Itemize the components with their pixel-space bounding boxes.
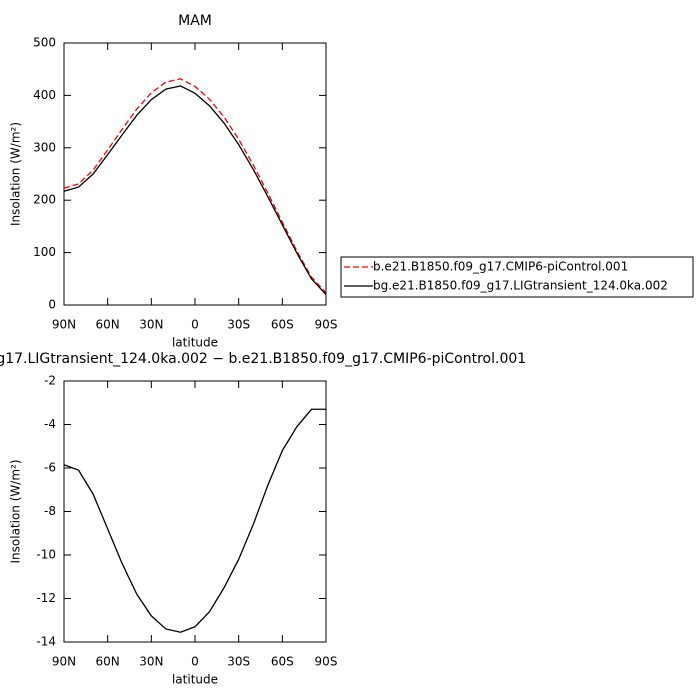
legend-label: bg.e21.B1850.f09_g17.LIGtransient_124.0k… bbox=[373, 279, 668, 293]
data-line bbox=[63, 78, 327, 294]
y-tick-label: -6 bbox=[44, 461, 56, 475]
y-tick-label: 400 bbox=[33, 88, 56, 102]
chart-title: bg.e21.B1850.f09_g17.LIGtransient_124.0k… bbox=[0, 351, 526, 367]
x-tick-label: 60S bbox=[271, 655, 294, 669]
y-tick-label: -2 bbox=[44, 374, 56, 388]
x-tick-label: 90S bbox=[315, 655, 338, 669]
x-tick-label: 90N bbox=[52, 318, 76, 332]
plot-frame bbox=[63, 380, 327, 643]
x-tick-label: 90S bbox=[315, 318, 338, 332]
x-tick-label: 30S bbox=[227, 318, 250, 332]
legend-label: b.e21.B1850.f09_g17.CMIP6-piControl.001 bbox=[373, 260, 628, 274]
legend-box bbox=[340, 256, 694, 298]
y-tick-label: -10 bbox=[36, 548, 56, 562]
y-tick-label: 0 bbox=[48, 298, 56, 312]
x-tick-label: 60S bbox=[271, 318, 294, 332]
chart-title: MAM bbox=[178, 13, 212, 29]
x-tick-label: 60N bbox=[96, 318, 120, 332]
y-tick-label: 500 bbox=[33, 36, 56, 50]
x-tick-label: 60N bbox=[96, 655, 120, 669]
x-tick-label: 30N bbox=[139, 318, 163, 332]
plot-frame bbox=[63, 42, 327, 306]
y-tick-label: -14 bbox=[36, 635, 56, 649]
x-tick-label: 0 bbox=[191, 655, 199, 669]
y-tick-label: 200 bbox=[33, 193, 56, 207]
data-line bbox=[63, 85, 327, 295]
y-tick-label: -4 bbox=[44, 417, 56, 431]
y-tick-label: 100 bbox=[33, 245, 56, 259]
y-tick-label: 300 bbox=[33, 140, 56, 154]
x-tick-label: 30N bbox=[139, 655, 163, 669]
y-tick-label: -12 bbox=[36, 591, 56, 605]
data-line bbox=[63, 408, 326, 633]
y-axis-label: Insolation (W/m²) bbox=[9, 122, 23, 226]
y-tick-label: -8 bbox=[44, 504, 56, 518]
x-tick-label: 0 bbox=[191, 318, 199, 332]
x-tick-label: 30S bbox=[227, 655, 250, 669]
x-axis-label: latitude bbox=[172, 673, 218, 687]
y-axis-label: Insolation (W/m²) bbox=[9, 460, 23, 564]
x-axis-label: latitude bbox=[172, 336, 218, 350]
x-tick-label: 90N bbox=[52, 655, 76, 669]
